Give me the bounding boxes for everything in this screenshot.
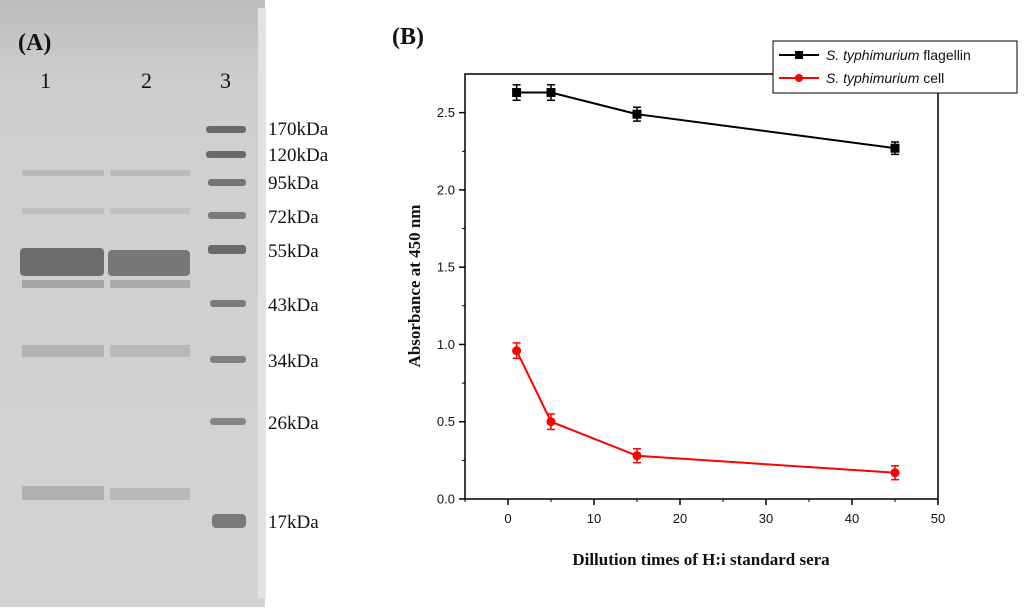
data-point bbox=[512, 88, 522, 98]
x-axis: 0 10 20 30 40 50 bbox=[464, 499, 945, 526]
x-axis-title: Dillution times of H:i standard sera bbox=[572, 550, 830, 569]
legend-label-cell-species: S. typhimurium bbox=[826, 70, 920, 86]
y-tick-label: 2.5 bbox=[437, 105, 455, 120]
series-line bbox=[516, 91, 896, 150]
legend-label-cell: S. typhimurium cell bbox=[826, 70, 944, 86]
y-tick-label: 1.5 bbox=[437, 260, 455, 275]
marker-label-72: 72kDa bbox=[268, 207, 319, 228]
data-point bbox=[890, 143, 900, 153]
y-tick-label: 0.0 bbox=[437, 492, 455, 507]
gel-band bbox=[22, 345, 104, 357]
ladder-band bbox=[210, 418, 246, 425]
marker-label-170: 170kDa bbox=[268, 119, 329, 140]
gel-band bbox=[110, 208, 190, 214]
legend-label-cell-suffix: cell bbox=[919, 70, 944, 86]
x-tick-label: 50 bbox=[931, 511, 945, 526]
marker-label-43: 43kDa bbox=[268, 295, 319, 316]
y-axis-title: Absorbance at 450 nm bbox=[405, 205, 424, 368]
gel-band bbox=[110, 170, 190, 176]
legend: S. typhimurium flagellin S. typhimurium … bbox=[772, 40, 1018, 94]
marker-label-17: 17kDa bbox=[268, 512, 319, 533]
gel-band-main bbox=[20, 248, 104, 276]
y-tick-label: 1.0 bbox=[437, 337, 455, 352]
legend-label-flagellin-suffix: flagellin bbox=[919, 47, 970, 63]
lane-label-3: 3 bbox=[220, 68, 231, 93]
ladder-band bbox=[208, 245, 246, 254]
ladder-band bbox=[206, 151, 246, 158]
gel-band bbox=[22, 170, 104, 176]
x-tick-label: 10 bbox=[587, 511, 601, 526]
ladder-band bbox=[206, 126, 246, 133]
gel-panel: (A) 1 2 3 170kDa 120kDa 95kDa 72kDa 55kD… bbox=[0, 0, 329, 607]
gel-band bbox=[110, 488, 190, 500]
ladder-bands bbox=[206, 126, 246, 528]
legend-label-flagellin: S. typhimurium flagellin bbox=[826, 47, 971, 63]
legend-swatch-flagellin-marker bbox=[795, 51, 803, 59]
gel-band bbox=[110, 345, 190, 357]
gel-band bbox=[110, 280, 190, 288]
gel-bands bbox=[20, 170, 190, 500]
x-tick-label: 40 bbox=[845, 511, 859, 526]
ladder-band bbox=[208, 212, 246, 219]
ladder-band bbox=[212, 514, 246, 528]
x-tick-label: 20 bbox=[673, 511, 687, 526]
y-axis: 0.0 0.5 1.0 1.5 2.0 2.5 bbox=[437, 105, 465, 507]
data-point bbox=[890, 468, 900, 478]
x-tick-label: 30 bbox=[759, 511, 773, 526]
y-tick-label: 0.5 bbox=[437, 414, 455, 429]
lane-label-1: 1 bbox=[40, 68, 51, 93]
gel-band bbox=[22, 486, 104, 500]
marker-label-34: 34kDa bbox=[268, 351, 319, 372]
gel-band-main bbox=[108, 250, 190, 276]
data-point bbox=[632, 451, 642, 461]
gel-band bbox=[22, 208, 104, 214]
data-point bbox=[546, 88, 556, 98]
series-layer bbox=[512, 84, 900, 481]
marker-label-95: 95kDa bbox=[268, 173, 319, 194]
lane-label-2: 2 bbox=[141, 68, 152, 93]
chart-panel: (B) 0 10 20 30 40 50 0.0 0.5 1.0 1.5 2.0 2.5 Dillu… bbox=[392, 24, 1018, 569]
series-0 bbox=[512, 84, 900, 156]
plot-area-frame bbox=[464, 73, 939, 500]
legend-label-flagellin-species: S. typhimurium bbox=[826, 47, 920, 63]
legend-box bbox=[772, 40, 1018, 94]
marker-label-120: 120kDa bbox=[268, 145, 329, 166]
marker-label-55: 55kDa bbox=[268, 241, 319, 262]
series-line bbox=[515, 350, 896, 474]
data-point bbox=[512, 346, 522, 356]
y-tick-label: 2.0 bbox=[437, 182, 455, 197]
x-tick-label: 0 bbox=[504, 511, 511, 526]
gel-band bbox=[22, 280, 104, 288]
ladder-band bbox=[210, 356, 246, 363]
ladder-band bbox=[208, 179, 246, 186]
series-1 bbox=[512, 342, 900, 481]
chart-panel-label: (B) bbox=[392, 24, 424, 50]
data-point bbox=[632, 109, 642, 119]
marker-label-26: 26kDa bbox=[268, 413, 319, 434]
legend-swatch-cell-marker bbox=[795, 74, 803, 82]
ladder-band bbox=[210, 300, 246, 307]
gel-right-edge bbox=[258, 8, 266, 598]
gel-panel-label: (A) bbox=[18, 30, 51, 56]
data-point bbox=[546, 417, 556, 427]
